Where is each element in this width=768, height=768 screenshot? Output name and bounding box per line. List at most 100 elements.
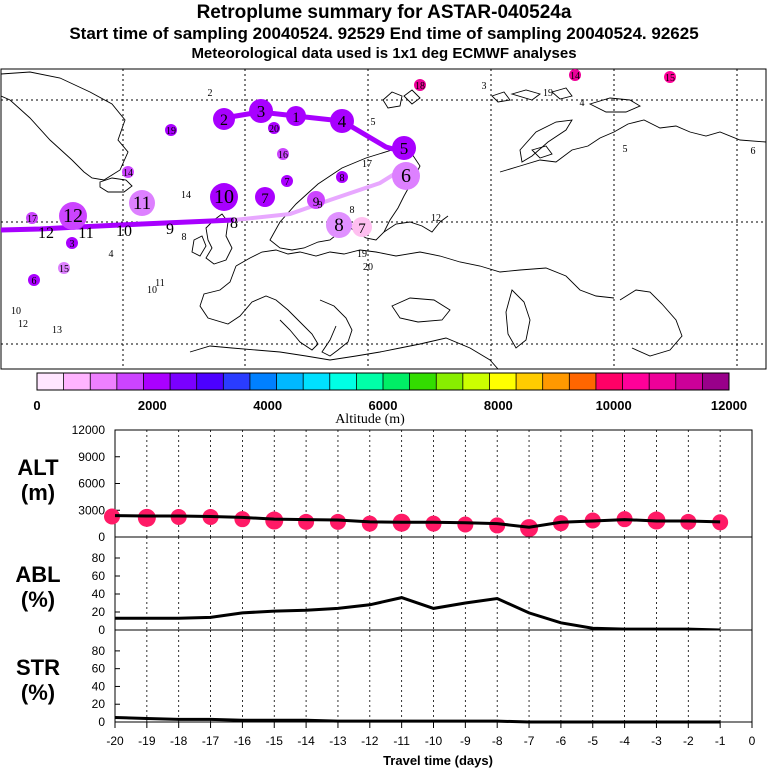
coast-franzjosef [510, 87, 573, 101]
trajectory-small-label: 3 [482, 81, 487, 92]
colorbar-swatch [249, 373, 277, 390]
coast-ireland [191, 235, 207, 257]
x-tick-label: -2 [683, 734, 694, 748]
trajectory-cluster-circle [392, 136, 416, 160]
colorbar-swatch [37, 373, 65, 390]
colorbar-swatch [595, 373, 623, 390]
x-tick-label: -17 [202, 734, 220, 748]
y-tick-label: 80 [92, 551, 106, 565]
coast-north-europe [235, 249, 615, 299]
trajectory-small-label: 19 [166, 126, 176, 137]
trajectory-cluster-circle [286, 106, 306, 126]
x-tick-label: -3 [651, 734, 662, 748]
trajectory-cluster-circle [392, 162, 420, 190]
colorbar-swatch [303, 373, 331, 390]
trajectory-small-label: 14 [123, 168, 133, 179]
colorbar-tick-label: 4000 [253, 398, 282, 413]
trajectory-small-label: 13 [52, 325, 62, 336]
colorbar-swatch [116, 373, 144, 390]
panel-label-abl: ABL [15, 562, 60, 587]
trajectory-small-label: 9 [318, 200, 323, 211]
colorbar-swatch [436, 373, 464, 390]
y-tick-label: 9000 [78, 450, 105, 464]
trajectory-small-circle [122, 166, 134, 178]
sampling-times: Start time of sampling 20040524. 92529 E… [69, 24, 699, 43]
trajectory-cluster-label: 4 [338, 112, 347, 131]
x-tick-label: -1 [715, 734, 726, 748]
trajectory-small-label: 15 [665, 73, 675, 84]
trajectory-small-label: 17 [362, 159, 372, 170]
trajectory-cluster-label: 3 [257, 102, 266, 121]
colorbar-swatch [90, 373, 118, 390]
trajectory-cluster-circle [249, 99, 273, 123]
colorbar-swatch [675, 373, 703, 390]
trajectory-inline-label: 12 [38, 225, 54, 242]
coast-iceland [99, 177, 133, 193]
series-line-str [114, 716, 721, 724]
x-tick-label: -16 [234, 734, 252, 748]
y-tick-label: 60 [92, 569, 106, 583]
y-tick-label: 12000 [72, 423, 106, 437]
trajectory-small-label: 2 [208, 88, 213, 99]
colorbar-tick-label: 10000 [596, 398, 632, 413]
coast-balkans [319, 299, 353, 357]
alt-point-marker [361, 515, 378, 532]
trajectory-cluster-circle [326, 212, 352, 238]
panel-unit-alt: (m) [21, 480, 55, 505]
map-frame [0, 68, 767, 370]
y-tick-label: 40 [92, 679, 106, 693]
colorbar-tick-label: 6000 [369, 398, 398, 413]
trajectory-small-circle [336, 171, 348, 183]
colorbar-tick-label: 2000 [138, 398, 167, 413]
trajectory-cluster-circle [352, 217, 372, 237]
x-tick-label: -9 [460, 734, 471, 748]
alt-point-marker [457, 516, 474, 533]
alt-point-marker [234, 511, 251, 528]
colorbar-swatch [276, 373, 304, 390]
x-tick-label: -11 [393, 734, 410, 748]
trajectory-small-circle [26, 212, 38, 224]
x-tick-label: -4 [619, 734, 630, 748]
y-tick-label: 3000 [78, 503, 105, 517]
x-tick-label: -8 [492, 734, 503, 748]
coast-iberia-italy [199, 265, 319, 351]
trajectory-inline-label: 9 [166, 221, 174, 238]
coastlines [1, 71, 766, 369]
panel-unit-str: (%) [21, 680, 55, 705]
panel-unit-abl: (%) [21, 587, 55, 612]
trajectory-cluster-circle [330, 109, 354, 133]
trajectory-small-label: 17 [27, 214, 37, 225]
trajectory-small-label: 6 [751, 146, 756, 157]
colorbar-swatch [383, 373, 411, 390]
trajectory-small-label: 7 [285, 177, 290, 188]
coast-black-sea [391, 297, 451, 323]
x-tick-label: -14 [297, 734, 315, 748]
trajectory-small-label: 5 [371, 117, 376, 128]
trajectory-small-label: 8 [182, 232, 187, 243]
colorbar-swatch [702, 373, 730, 390]
x-tick-label: -18 [170, 734, 188, 748]
trajectory-cluster-label: 2 [220, 112, 228, 129]
coast-svalbard [382, 89, 421, 109]
trajectory-cluster-circle [210, 183, 238, 211]
colorbar-tick-label: 12000 [711, 398, 747, 413]
y-tick-label: 20 [92, 605, 106, 619]
y-tick-label: 20 [92, 697, 106, 711]
alt-point-marker [137, 508, 156, 527]
trajectory-small-label: 8 [350, 205, 355, 216]
trajectory-small-label: 19 [357, 249, 367, 260]
trajectory-cluster-label: 12 [63, 205, 83, 227]
colorbar-swatch [63, 373, 91, 390]
alt-point-marker [489, 517, 506, 534]
coast-north-africa [189, 337, 499, 369]
colorbar-swatch [223, 373, 251, 390]
x-tick-label: -7 [524, 734, 535, 748]
colorbar-swatch [462, 373, 490, 390]
trajectory-cluster-label: 1 [292, 110, 300, 126]
trajectory-cluster-label: 10 [214, 186, 234, 208]
colorbar-swatch [489, 373, 517, 390]
series-line-abl [115, 596, 721, 632]
